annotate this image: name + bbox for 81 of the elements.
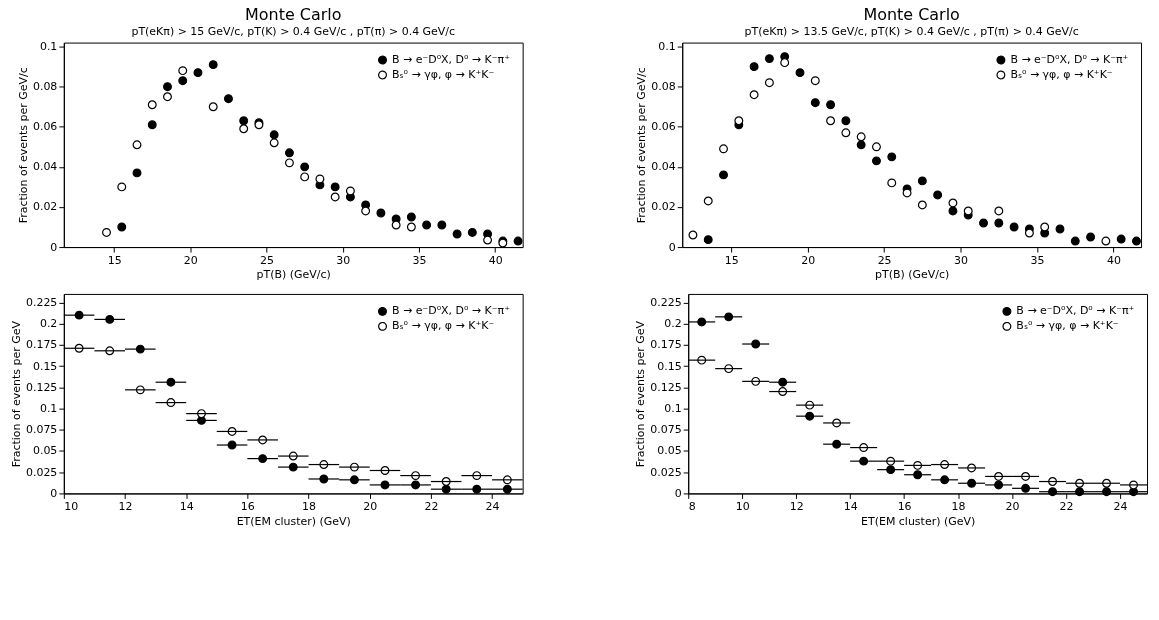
legend-label: Bₛ⁰ → γφ, φ → K⁺K⁻ — [1010, 67, 1113, 81]
y-tick-label: 0.06 — [32, 120, 58, 134]
x-tick-label: 12 — [118, 499, 133, 513]
y-axis-title: Fraction of events per GeV — [634, 320, 648, 468]
x-tick-label: 20 — [801, 253, 816, 267]
x-tick-label: 24 — [485, 499, 500, 513]
x-tick-label: 16 — [240, 499, 255, 513]
y-tick-label: 0.15 — [32, 359, 58, 373]
y-tick-label: 0.125 — [25, 380, 58, 394]
x-tick-label: 35 — [412, 253, 427, 267]
y-tick-label: 0.04 — [32, 160, 58, 174]
y-tick-label: 0.05 — [657, 444, 682, 458]
y-tick-label: 0.175 — [25, 338, 58, 352]
x-tick-label: 25 — [877, 253, 892, 267]
y-tick-label: 0.1 — [664, 402, 682, 416]
y-tick-label: 0.08 — [32, 80, 58, 94]
x-tick-label: 25 — [260, 253, 275, 267]
chart-title: Monte Carlo — [863, 4, 960, 24]
legend-label: Bₛ⁰ → γφ, φ → K⁺K⁻ — [1016, 319, 1119, 333]
x-tick-label: 18 — [951, 499, 966, 513]
x-axis-title: ET(EM cluster) (GeV) — [861, 514, 976, 528]
x-tick-label: 40 — [1107, 253, 1122, 267]
x-axis-title: pT(B) (GeV/c) — [256, 268, 331, 282]
x-tick-label: 12 — [789, 499, 804, 513]
y-tick-label: 0.075 — [25, 423, 58, 437]
y-tick-label: 0.1 — [658, 40, 676, 54]
y-tick-label: 0.075 — [650, 423, 682, 437]
x-tick-label: 20 — [363, 499, 378, 513]
x-tick-label: 10 — [64, 499, 79, 513]
y-tick-label: 0.1 — [39, 402, 58, 416]
x-tick-label: 20 — [1005, 499, 1020, 513]
y-tick-label: 0.025 — [25, 465, 58, 479]
x-tick-label: 14 — [179, 499, 194, 513]
y-tick-label: 0.08 — [651, 80, 676, 94]
x-tick-label: 18 — [302, 499, 317, 513]
y-tick-label: 0.225 — [25, 295, 58, 309]
x-tick-label: 30 — [336, 253, 351, 267]
x-tick-label: 16 — [897, 499, 912, 513]
x-tick-label: 15 — [724, 253, 739, 267]
y-axis-title: Fraction of events per GeV/c — [16, 67, 30, 224]
legend-label: B → e⁻D⁰X, D⁰ → K⁻π⁺ — [391, 53, 511, 67]
y-tick-label: 0.02 — [32, 200, 58, 214]
y-tick-label: 0 — [674, 486, 682, 500]
y-tick-label: 0.125 — [650, 380, 682, 394]
y-axis-title: Fraction of events per GeV/c — [635, 67, 649, 224]
x-tick-label: 22 — [424, 499, 439, 513]
y-tick-label: 0.175 — [650, 338, 682, 352]
y-tick-label: 0.06 — [651, 120, 676, 134]
legend-label: B → e⁻D⁰X, D⁰ → K⁻π⁺ — [391, 304, 511, 318]
y-tick-label: 0 — [50, 486, 58, 500]
legend-label: Bₛ⁰ → γφ, φ → K⁺K⁻ — [391, 67, 495, 81]
y-tick-label: 0.2 — [664, 317, 682, 331]
x-tick-label: 40 — [488, 253, 503, 267]
legend-label: B → e⁻D⁰X, D⁰ → K⁻π⁺ — [1010, 53, 1129, 67]
x-tick-label: 20 — [183, 253, 198, 267]
y-tick-label: 0 — [668, 240, 676, 254]
x-tick-label: 10 — [735, 499, 750, 513]
y-tick-label: 0.15 — [657, 359, 682, 373]
x-tick-label: 14 — [843, 499, 858, 513]
x-tick-label: 22 — [1059, 499, 1074, 513]
y-tick-label: 0 — [50, 240, 58, 254]
x-tick-label: 30 — [954, 253, 969, 267]
legend-label: B → e⁻D⁰X, D⁰ → K⁻π⁺ — [1016, 304, 1135, 318]
y-tick-label: 0.025 — [650, 465, 682, 479]
chart-title: Monte Carlo — [245, 4, 342, 24]
x-tick-label: 35 — [1030, 253, 1045, 267]
y-tick-label: 0.225 — [650, 295, 682, 309]
y-tick-label: 0.1 — [39, 40, 58, 54]
chart-subtitle: pT(eKπ) > 13.5 GeV/c, pT(K) > 0.4 GeV/c , pT(π) > 0.4 GeV/c — [744, 24, 1079, 38]
y-axis-title: Fraction of events per GeV — [9, 320, 23, 468]
x-axis-title: ET(EM cluster) (GeV) — [236, 514, 351, 528]
x-tick-label: 15 — [107, 253, 122, 267]
chart-subtitle: pT(eKπ) > 15 GeV/c, pT(K) > 0.4 GeV/c , pT(π) > 0.4 GeV/c — [131, 24, 456, 38]
x-tick-label: 24 — [1113, 499, 1128, 513]
x-axis-title: pT(B) (GeV/c) — [875, 268, 950, 282]
x-tick-label: 8 — [688, 499, 696, 513]
y-tick-label: 0.02 — [651, 200, 676, 214]
legend-label: Bₛ⁰ → γφ, φ → K⁺K⁻ — [391, 319, 495, 333]
y-tick-label: 0.2 — [39, 317, 58, 331]
y-tick-label: 0.04 — [651, 160, 676, 174]
y-tick-label: 0.05 — [32, 444, 58, 458]
